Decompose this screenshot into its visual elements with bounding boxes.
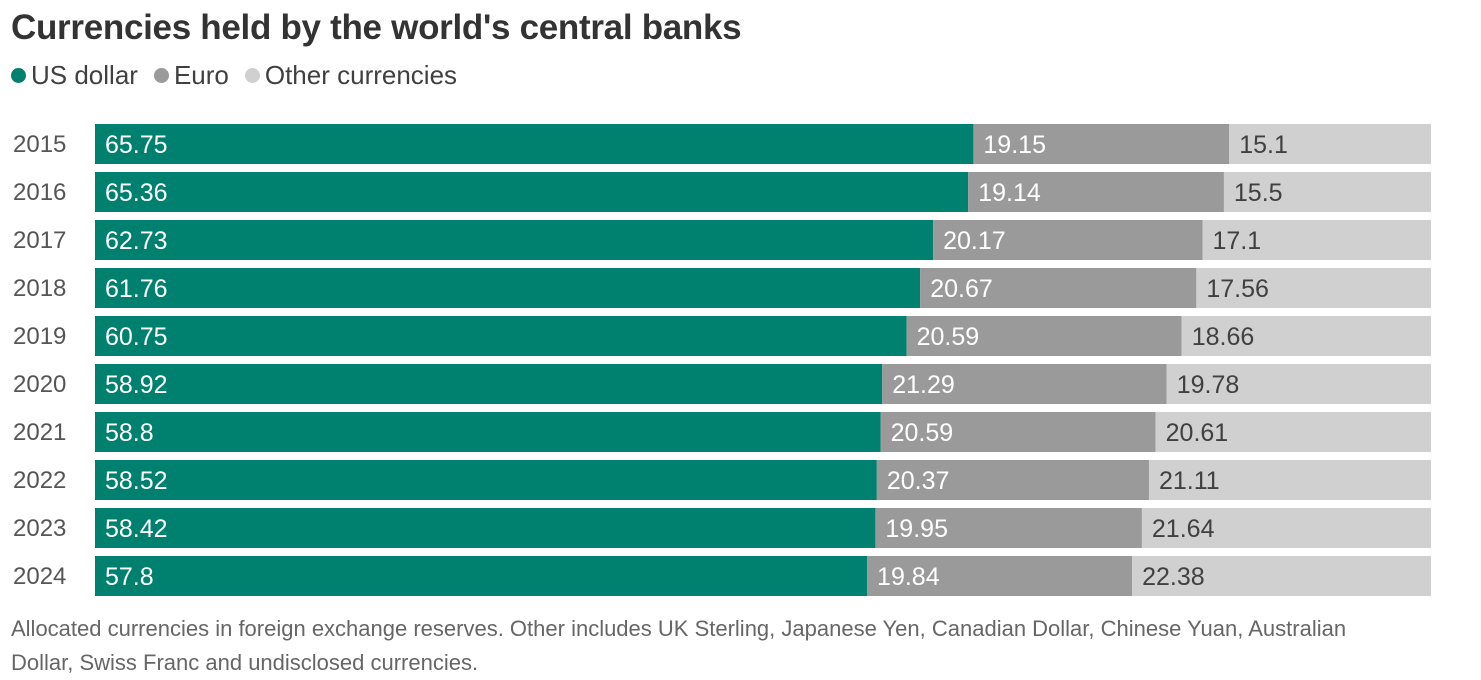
year-label-2018: 2018 [13, 275, 66, 302]
bar-usd-2023 [95, 508, 876, 548]
data-label-other-2018: 17.56 [1206, 275, 1269, 303]
data-label-usd-2022: 58.52 [105, 467, 168, 495]
bar-other-2015 [1229, 124, 1431, 164]
bar-usd-2017 [95, 220, 934, 260]
bar-euro-2015 [973, 124, 1230, 164]
chart-footnote: Allocated currencies in foreign exchange… [11, 616, 1347, 675]
bar-other-2022 [1148, 460, 1431, 500]
data-label-usd-2021: 58.8 [105, 419, 154, 447]
legend-item-usd: US dollar [11, 60, 138, 91]
bar-usd-2018 [95, 268, 921, 308]
data-label-usd-2015: 65.75 [105, 131, 168, 159]
bar-euro-2021 [880, 412, 1156, 452]
legend-swatch-usd [11, 68, 26, 83]
year-label-2021: 2021 [13, 419, 66, 446]
bar-other-2024 [1132, 556, 1431, 596]
year-label-2019: 2019 [13, 323, 66, 350]
data-label-euro-2015: 19.15 [983, 131, 1046, 159]
bar-euro-2019 [906, 316, 1182, 356]
chart-title: Currencies held by the world's central b… [11, 8, 742, 47]
data-label-usd-2018: 61.76 [105, 275, 168, 303]
bar-usd-2021 [95, 412, 881, 452]
bar-usd-2015 [95, 124, 974, 164]
bar-euro-2016 [968, 172, 1224, 212]
bar-usd-2022 [95, 460, 877, 500]
data-label-other-2019: 18.66 [1192, 323, 1255, 351]
chart-legend: US dollar Euro Other currencies [11, 60, 473, 91]
data-label-euro-2024: 19.84 [877, 563, 940, 591]
bar-usd-2019 [95, 316, 907, 356]
data-label-usd-2019: 60.75 [105, 323, 168, 351]
legend-item-other: Other currencies [244, 60, 458, 91]
year-label-2023: 2023 [13, 515, 66, 542]
data-label-other-2015: 15.1 [1239, 131, 1288, 159]
data-label-usd-2017: 62.73 [105, 227, 168, 255]
bar-other-2017 [1202, 220, 1431, 260]
stacked-bar-chart: 2015 65.75 19.15 15.1 2016 65.36 19.14 15.5 2017… [13, 124, 1431, 596]
bar-euro-2020 [882, 364, 1167, 404]
bar-other-2020 [1166, 364, 1431, 404]
legend-swatch-euro [153, 68, 169, 83]
bar-other-2018 [1196, 268, 1431, 308]
data-label-usd-2016: 65.36 [105, 179, 168, 207]
data-label-usd-2020: 58.92 [105, 371, 168, 399]
data-label-euro-2018: 20.67 [930, 275, 993, 303]
data-label-other-2021: 20.61 [1166, 419, 1229, 447]
data-label-euro-2022: 20.37 [887, 467, 950, 495]
legend-item-euro: Euro [153, 60, 229, 91]
legend-label-euro: Euro [173, 60, 229, 90]
bar-euro-2022 [876, 460, 1149, 500]
data-label-other-2020: 19.78 [1177, 371, 1240, 399]
bar-euro-2024 [867, 556, 1133, 596]
year-label-2022: 2022 [13, 467, 66, 494]
data-label-usd-2024: 57.8 [105, 563, 154, 591]
year-label-2020: 2020 [13, 371, 66, 398]
bar-other-2019 [1181, 316, 1431, 356]
data-label-other-2023: 21.64 [1152, 515, 1215, 543]
year-label-2015: 2015 [13, 131, 66, 158]
bar-euro-2018 [920, 268, 1197, 308]
legend-label-other: Other currencies [264, 60, 458, 90]
bar-euro-2017 [933, 220, 1203, 260]
data-label-other-2017: 17.1 [1213, 227, 1262, 255]
data-label-other-2024: 22.38 [1142, 563, 1205, 591]
bar-usd-2020 [95, 364, 883, 404]
data-label-euro-2023: 19.95 [885, 515, 948, 543]
bar-other-2016 [1223, 172, 1431, 212]
data-label-euro-2019: 20.59 [917, 323, 980, 351]
data-label-euro-2017: 20.17 [943, 227, 1006, 255]
year-label-2016: 2016 [13, 179, 66, 206]
data-label-other-2022: 21.11 [1159, 467, 1220, 495]
bar-usd-2024 [95, 556, 868, 596]
data-label-usd-2023: 58.42 [105, 515, 168, 543]
year-label-2017: 2017 [13, 227, 66, 254]
year-label-2024: 2024 [13, 563, 66, 590]
data-label-euro-2020: 21.29 [892, 371, 955, 399]
data-label-euro-2016: 19.14 [978, 179, 1041, 207]
data-label-euro-2021: 20.59 [891, 419, 954, 447]
bar-other-2021 [1155, 412, 1431, 452]
legend-label-usd: US dollar [31, 60, 138, 90]
bar-euro-2023 [875, 508, 1142, 548]
data-label-other-2016: 15.5 [1234, 179, 1283, 207]
bar-usd-2016 [95, 172, 969, 212]
legend-swatch-other [244, 68, 260, 83]
bar-other-2023 [1141, 508, 1431, 548]
